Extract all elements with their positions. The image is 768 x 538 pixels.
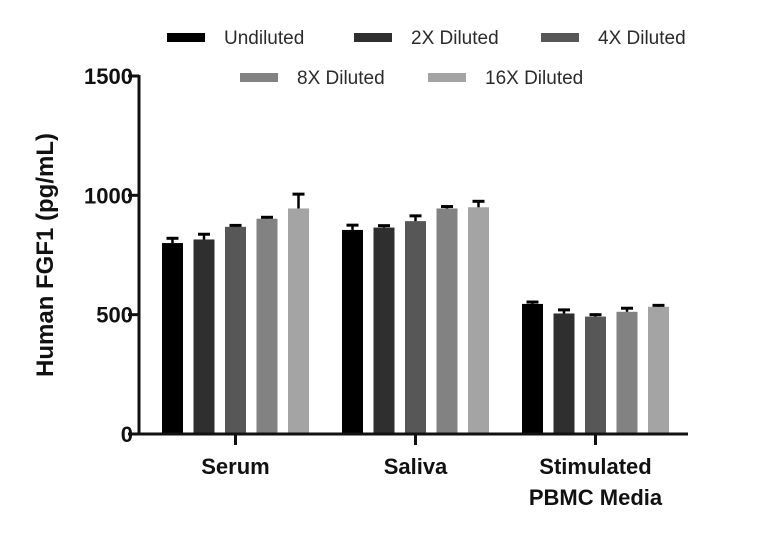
legend: Undiluted 2X Diluted 4X Diluted 8X Diluted 1… (167, 28, 686, 89)
legend-swatch (428, 73, 466, 82)
x-category-label: Serum (201, 454, 269, 479)
bar (225, 226, 246, 434)
y-tick-label: 0 (121, 422, 133, 447)
y-tick-label: 500 (96, 303, 133, 328)
x-category-label: Stimulated PBMC Media (529, 454, 663, 510)
x-axis: Serum Saliva Stimulated PBMC Media (138, 432, 688, 510)
bar (522, 303, 543, 434)
legend-label: 16X Diluted (485, 68, 583, 89)
bar (342, 229, 363, 434)
x-category-label: Saliva (384, 454, 448, 479)
bar (553, 313, 575, 434)
bar (373, 227, 395, 434)
bar (468, 207, 489, 434)
y-tick-label: 1500 (84, 64, 133, 89)
y-axis-title: Human FGF1 (pg/mL) (32, 133, 59, 377)
bar (288, 208, 309, 434)
legend-swatch (167, 33, 205, 42)
legend-label: Undiluted (224, 28, 304, 49)
legend-label: 2X Diluted (411, 28, 499, 49)
bar (405, 221, 426, 434)
bar (256, 218, 278, 434)
bar (436, 208, 458, 434)
legend-swatch (240, 73, 278, 82)
legend-label: 8X Diluted (297, 68, 385, 89)
y-tick-label: 1000 (84, 183, 133, 208)
bar (648, 306, 669, 434)
bar (193, 239, 215, 434)
y-axis: Human FGF1 (pg/mL) 0 500 1000 1500 (32, 64, 141, 447)
legend-label: 4X Diluted (598, 28, 686, 49)
bars (162, 192, 669, 434)
legend-swatch (354, 33, 392, 42)
bar (585, 316, 606, 434)
bar (616, 311, 638, 434)
bar (162, 243, 183, 434)
legend-swatch (541, 33, 579, 42)
